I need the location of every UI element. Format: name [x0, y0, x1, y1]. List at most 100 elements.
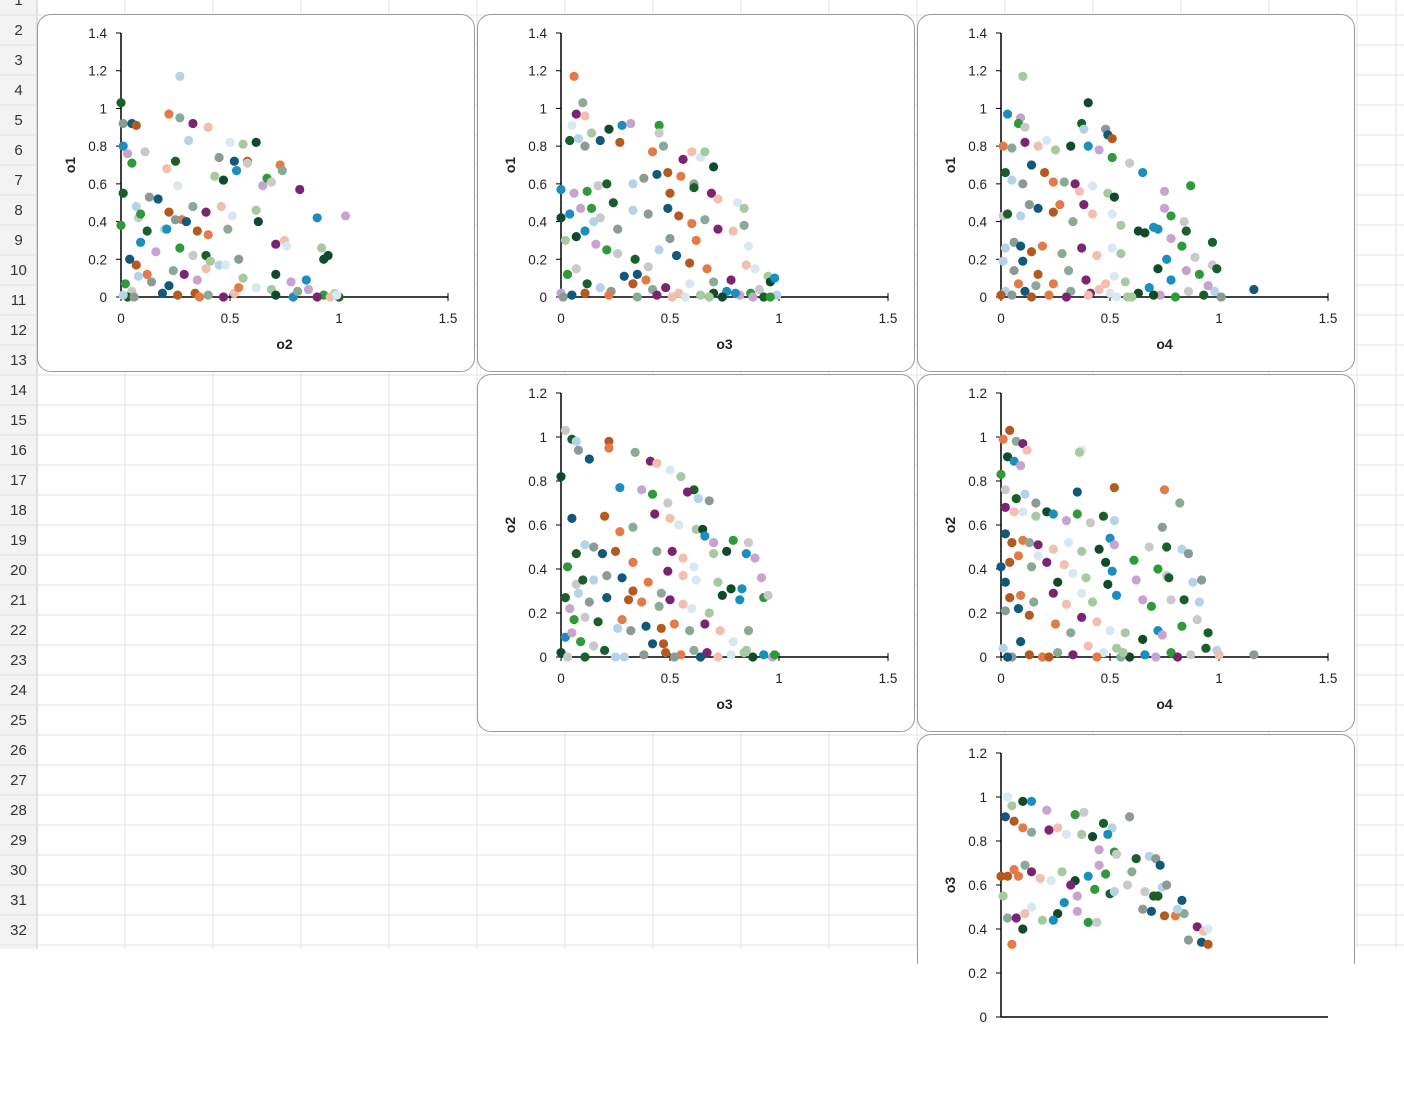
scatter-chart-o1-vs-o4[interactable]: 0 0.2 0.4 0.6 0.8 1 1.2 1.4 0 0.5 1 1.5 o4 o1 — [917, 14, 1355, 372]
row-number[interactable]: 26 — [10, 742, 27, 759]
data-point — [1009, 456, 1019, 466]
scatter-chart-o2-vs-o3[interactable]: 0 0.2 0.4 0.6 0.8 1 1.2 0 0.5 1 1.5 o3 o2 — [477, 374, 915, 732]
data-point — [194, 292, 205, 302]
row-number[interactable]: 9 — [14, 232, 23, 249]
data-point — [661, 282, 671, 293]
plot-area: 0 0.2 0.4 0.6 0.8 1 1.2 1.4 0 0.5 1 1.5 o3 o1 — [502, 26, 897, 352]
row-number[interactable]: 16 — [10, 442, 27, 459]
data-point — [127, 158, 137, 168]
data-point — [175, 113, 185, 123]
data-point — [663, 167, 673, 178]
data-point — [1107, 209, 1117, 219]
data-point — [571, 264, 581, 274]
data-point — [1042, 805, 1052, 815]
data-point — [1026, 827, 1037, 837]
row-number[interactable]: 30 — [10, 862, 27, 879]
data-point — [1053, 823, 1063, 833]
row-number[interactable]: 20 — [10, 562, 27, 579]
data-point — [1026, 160, 1037, 170]
y-tick-label: 0.6 — [968, 518, 987, 533]
data-point — [1203, 281, 1213, 291]
data-point — [735, 595, 745, 605]
data-point — [1210, 286, 1220, 296]
data-point — [1002, 109, 1013, 119]
data-point — [663, 203, 673, 213]
data-point — [663, 498, 673, 508]
row-number[interactable]: 29 — [10, 832, 27, 849]
data-point — [201, 264, 211, 274]
row-number[interactable]: 1 — [14, 0, 23, 9]
row-number[interactable]: 12 — [10, 322, 27, 339]
data-point — [1000, 812, 1010, 822]
data-point — [142, 269, 152, 279]
row-number[interactable]: 13 — [10, 352, 27, 369]
data-point — [1077, 243, 1087, 253]
data-point — [639, 173, 649, 183]
scatter-chart-o1-vs-o3[interactable]: 0 0.2 0.4 0.6 0.8 1 1.2 1.4 0 0.5 1 1.5 o3 o1 — [477, 14, 915, 372]
data-point — [1083, 917, 1093, 927]
data-point — [1120, 628, 1130, 638]
data-point — [626, 118, 636, 129]
row-number[interactable]: 6 — [14, 142, 23, 159]
data-point — [1146, 601, 1157, 611]
row-number[interactable]: 18 — [10, 502, 27, 519]
row-number[interactable]: 25 — [10, 712, 27, 729]
row-number[interactable]: 24 — [10, 682, 27, 699]
data-point — [1166, 211, 1176, 221]
row-number[interactable]: 19 — [10, 532, 27, 549]
row-number[interactable]: 32 — [10, 922, 27, 939]
data-point — [1092, 917, 1102, 927]
row-number[interactable]: 17 — [10, 472, 27, 489]
data-point — [1083, 641, 1093, 651]
row-number[interactable]: 31 — [10, 892, 27, 909]
data-point — [1103, 829, 1113, 839]
row-number[interactable]: 21 — [10, 592, 27, 609]
row-number[interactable]: 11 — [10, 292, 27, 309]
data-point — [1016, 590, 1026, 600]
data-point — [654, 128, 664, 138]
row-number[interactable]: 7 — [14, 172, 23, 189]
data-point — [1000, 167, 1010, 178]
data-point — [1061, 599, 1071, 609]
row-number[interactable]: 28 — [10, 802, 27, 819]
data-point — [1061, 292, 1071, 302]
row-number[interactable]: 22 — [10, 622, 27, 639]
x-tick-label: 0.5 — [661, 311, 680, 326]
data-point — [628, 522, 638, 532]
data-point — [632, 292, 642, 302]
row-number[interactable]: 23 — [10, 652, 27, 669]
data-point — [1044, 652, 1054, 662]
data-point — [266, 177, 277, 187]
row-number[interactable]: 4 — [14, 82, 23, 99]
row-number[interactable]: 10 — [10, 262, 27, 279]
row-number[interactable]: 8 — [14, 202, 23, 219]
data-point — [1033, 551, 1043, 561]
data-point — [1194, 269, 1204, 279]
row-number[interactable]: 5 — [14, 112, 23, 129]
row-number[interactable]: 15 — [10, 412, 27, 429]
data-point — [1000, 243, 1010, 253]
row-number[interactable]: 14 — [10, 382, 27, 399]
data-point — [665, 513, 675, 523]
data-point — [1087, 832, 1098, 842]
data-point — [1018, 179, 1028, 189]
data-point — [998, 434, 1008, 444]
data-point — [722, 546, 732, 556]
data-point — [1249, 284, 1259, 295]
data-point — [1111, 590, 1122, 600]
y-tick-label: 0.4 — [88, 215, 107, 230]
data-point — [704, 496, 714, 506]
scatter-chart-o2-vs-o4[interactable]: 0 0.2 0.4 0.6 0.8 1 1.2 0 0.5 1 1.5 o4 o2 — [917, 374, 1355, 732]
data-point — [556, 213, 566, 223]
data-point — [1116, 249, 1126, 259]
data-point — [203, 230, 213, 240]
y-tick-label: 1.2 — [528, 64, 547, 79]
data-point — [1094, 845, 1104, 855]
data-point — [1022, 445, 1032, 455]
scatter-chart-o3-partial[interactable]: 0 0.2 0.4 0.6 0.8 1 1.2 o3 — [917, 734, 1355, 1025]
data-point — [1072, 509, 1082, 519]
scatter-chart-o1-vs-o2[interactable]: 0 0.2 0.4 0.6 0.8 1 1.2 1.4 0 0.5 1 1.5 o2 o1 — [37, 14, 475, 372]
row-number[interactable]: 2 — [14, 22, 23, 39]
row-number[interactable]: 27 — [10, 772, 27, 789]
row-number[interactable]: 3 — [14, 52, 23, 69]
